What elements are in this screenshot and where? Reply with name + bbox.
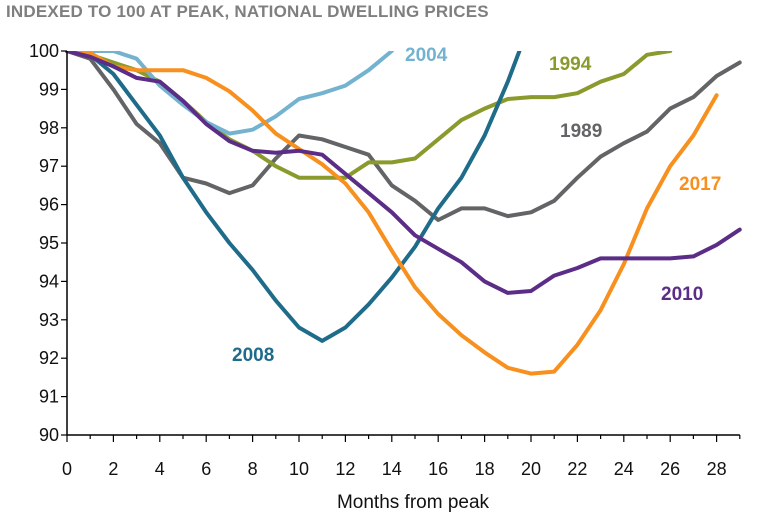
x-tick-label: 18 [475, 459, 495, 479]
series-label-2004: 2004 [405, 45, 448, 66]
x-tick-label: 12 [335, 459, 355, 479]
y-tick-label: 97 [39, 156, 59, 176]
series-label-2017: 2017 [679, 174, 721, 195]
y-tick-label: 94 [39, 271, 59, 291]
label-layer: 1989 1994 2004 2008 2010 2017 [232, 45, 721, 366]
y-tick-label: 99 [39, 79, 59, 99]
x-tick-label: 2 [108, 459, 118, 479]
series-line-1989 [65, 51, 742, 222]
y-tick-label: 93 [39, 310, 59, 330]
x-tick-label: 20 [521, 459, 541, 479]
series-label-2008: 2008 [232, 345, 274, 366]
x-tick-label: 24 [614, 459, 634, 479]
x-tick-label: 26 [660, 459, 680, 479]
x-tick-label: 22 [567, 459, 587, 479]
series-line-2004 [65, 51, 394, 136]
series-line-2008 [65, 51, 522, 343]
x-tick-label: 0 [62, 459, 72, 479]
y-tick-label: 90 [39, 425, 59, 445]
x-tick-label: 10 [289, 459, 309, 479]
x-tick-label: 16 [428, 459, 448, 479]
series-layer [65, 51, 742, 376]
y-tick-label: 96 [39, 195, 59, 215]
series-line-2017 [65, 51, 719, 376]
x-tick-label: 8 [248, 459, 258, 479]
series-label-2010: 2010 [661, 284, 703, 305]
y-tick-label: 95 [39, 233, 59, 253]
x-tick-label: 4 [155, 459, 165, 479]
x-tick-label: 28 [707, 459, 727, 479]
y-tick-label: 100 [29, 41, 59, 61]
chart-title: INDEXED TO 100 AT PEAK, NATIONAL DWELLIN… [6, 2, 489, 21]
x-axis-title: Months from peak [337, 492, 490, 513]
y-tick-label: 98 [39, 118, 59, 138]
x-tick-label: 6 [201, 459, 211, 479]
series-line-2010 [65, 51, 742, 295]
series-label-1994: 1994 [549, 54, 592, 75]
series-label-1989: 1989 [560, 121, 602, 142]
y-tick-label: 92 [39, 348, 59, 368]
x-tick-label: 14 [382, 459, 402, 479]
y-tick-label: 91 [39, 387, 59, 407]
